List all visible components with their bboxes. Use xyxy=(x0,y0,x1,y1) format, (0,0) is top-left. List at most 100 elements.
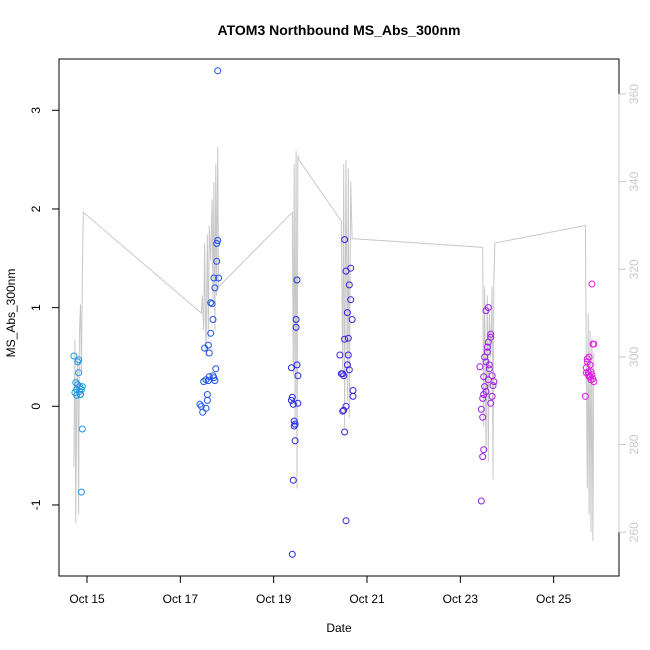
x-tick-label: Oct 23 xyxy=(443,592,479,606)
data-point xyxy=(348,316,356,323)
right-axis-line-series xyxy=(73,146,595,541)
data-point xyxy=(590,378,598,386)
data-point xyxy=(290,417,298,425)
data-point xyxy=(289,400,297,408)
data-point xyxy=(214,237,222,244)
data-point xyxy=(588,280,596,288)
data-point xyxy=(293,361,301,369)
data-point xyxy=(293,276,301,284)
data-point xyxy=(207,299,215,307)
data-point xyxy=(292,316,300,323)
data-point xyxy=(347,264,355,272)
data-point xyxy=(70,352,78,360)
data-point xyxy=(342,402,350,410)
data-point xyxy=(340,406,348,414)
right-y-axis: 260 280 300 320 340 360 xyxy=(618,84,641,542)
data-point xyxy=(589,340,597,348)
data-point xyxy=(341,236,349,244)
data-point xyxy=(482,358,490,366)
x-axis-label: Date xyxy=(326,621,352,635)
data-point xyxy=(349,387,357,394)
data-point xyxy=(199,408,207,416)
data-point xyxy=(343,309,351,317)
y-tick-label: 1 xyxy=(29,304,43,311)
scatter-series xyxy=(70,67,598,558)
data-point xyxy=(342,517,350,525)
y-axis-label: MS_Abs_300nm xyxy=(4,269,18,358)
data-point xyxy=(489,382,497,390)
x-tick-label: Oct 19 xyxy=(256,592,292,606)
data-point xyxy=(585,353,593,361)
data-point xyxy=(589,375,597,383)
right-y-tick-label: 280 xyxy=(627,434,641,454)
data-point xyxy=(78,425,86,433)
data-point xyxy=(72,379,80,387)
data-point xyxy=(484,304,492,312)
data-point xyxy=(583,355,591,363)
data-point xyxy=(476,363,484,371)
data-point xyxy=(485,365,493,373)
data-point xyxy=(210,274,218,282)
data-point xyxy=(287,364,295,372)
data-point xyxy=(487,399,495,407)
data-point xyxy=(347,296,355,304)
data-point xyxy=(213,240,221,247)
data-point xyxy=(288,393,296,401)
data-point xyxy=(479,394,487,402)
data-point xyxy=(77,391,84,398)
data-point xyxy=(288,550,296,558)
data-point xyxy=(212,365,220,373)
data-point xyxy=(587,368,595,376)
right-y-tick-label: 320 xyxy=(627,259,641,279)
data-point xyxy=(479,413,487,421)
data-point xyxy=(487,330,495,338)
data-point xyxy=(341,428,349,436)
data-point xyxy=(208,300,216,308)
data-point xyxy=(483,348,491,356)
data-point xyxy=(211,284,219,292)
x-tick-label: Oct 15 xyxy=(69,592,105,606)
data-point xyxy=(204,377,212,385)
data-point xyxy=(204,341,212,349)
data-point xyxy=(211,377,219,385)
x-tick-label: Oct 21 xyxy=(349,592,385,606)
data-point xyxy=(74,381,82,389)
data-point xyxy=(215,274,223,282)
data-point xyxy=(292,323,300,331)
data-point xyxy=(75,356,83,364)
data-point xyxy=(200,378,208,386)
data-point xyxy=(343,361,351,369)
data-point xyxy=(339,407,347,415)
data-point xyxy=(479,453,487,461)
right-y-tick-label: 340 xyxy=(627,171,641,191)
data-point xyxy=(196,400,204,408)
data-point xyxy=(483,343,491,351)
data-point xyxy=(480,373,488,381)
y-tick-label: 3 xyxy=(29,107,43,114)
data-point xyxy=(484,338,492,346)
data-point xyxy=(340,372,348,380)
data-point xyxy=(586,361,594,369)
x-axis: Oct 15 Oct 17 Oct 19 Oct 21 Oct 23 Oct 25 xyxy=(69,575,572,606)
series-line xyxy=(73,146,595,541)
data-point xyxy=(490,378,498,386)
data-point xyxy=(294,372,302,380)
data-point xyxy=(341,335,349,343)
data-point xyxy=(477,497,485,505)
data-point xyxy=(287,396,295,404)
data-point xyxy=(207,329,215,337)
data-point xyxy=(344,334,352,342)
data-point xyxy=(77,386,85,393)
data-point xyxy=(482,388,490,395)
data-point xyxy=(210,374,218,382)
data-point xyxy=(291,437,299,445)
data-point xyxy=(488,392,496,400)
data-point xyxy=(290,422,298,430)
x-tick-label: Oct 25 xyxy=(536,592,572,606)
data-point xyxy=(78,383,86,391)
data-point xyxy=(213,257,221,265)
data-point xyxy=(77,488,85,496)
data-point xyxy=(581,392,589,400)
data-point xyxy=(289,476,297,484)
